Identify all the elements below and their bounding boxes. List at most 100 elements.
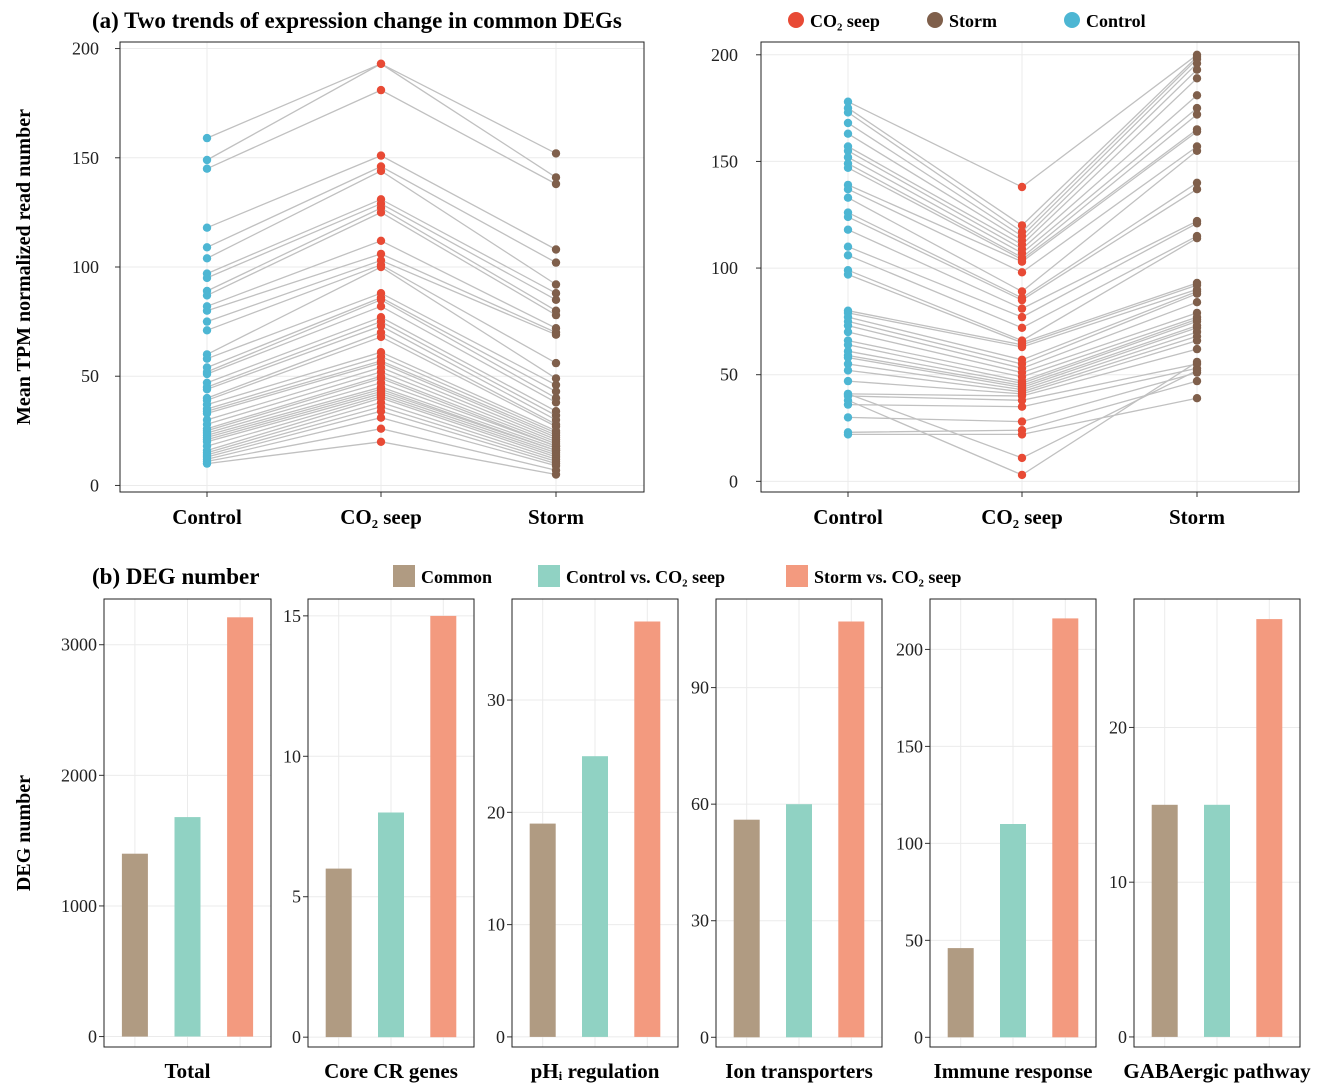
a-right-point-12-1 <box>1017 287 1027 296</box>
legend-a-marker-1 <box>927 12 943 28</box>
a-left-y-tick-label-0: 0 <box>90 475 99 495</box>
legend-a-marker-0 <box>788 12 804 28</box>
a-left-point-11-1 <box>376 249 386 259</box>
a-right-point-0-0 <box>843 97 853 106</box>
a-left-point-18-2 <box>551 398 561 407</box>
a-left-point-18-0 <box>202 369 212 379</box>
panel-b-title: (b) DEG number <box>92 564 259 589</box>
b-1-category-label: Core CR genes <box>324 1059 458 1083</box>
a-right-point-5-2 <box>1192 74 1202 83</box>
a-left-point-27-0 <box>202 409 212 418</box>
a-left-point-42-1 <box>376 413 386 422</box>
legend-b-label-1: Control vs. CO₂ seep <box>566 567 725 587</box>
a-left-x-category-label-1: CO₂ seep <box>340 505 422 529</box>
panel-b-legend: Common Control vs. CO₂ seep Storm vs. CO₂ … <box>393 565 961 587</box>
a-left-point-18-1 <box>376 302 386 311</box>
a-right-point-41-1 <box>1017 470 1027 480</box>
a-right-point-34-2 <box>1192 344 1202 354</box>
b-0-bar-0 <box>121 853 148 1037</box>
a-left-point-15-2 <box>551 380 561 390</box>
a-left-point-3-0 <box>202 223 212 232</box>
b-0-plot-frame <box>103 598 272 1048</box>
a-left-point-1-0 <box>202 155 212 165</box>
legend-b-swatch-2 <box>786 565 808 587</box>
a-right-x-category-label-2: Storm <box>1169 505 1225 529</box>
a-right-point-8-2 <box>1192 110 1202 119</box>
b-4-plot-frame <box>929 598 1097 1048</box>
b-3-category-label: Ion transporters <box>725 1059 873 1083</box>
b-1-bar-1 <box>378 812 404 1038</box>
a-right-point-13-2 <box>1192 178 1202 187</box>
a-right-point-24-2 <box>1192 298 1202 307</box>
a-left-point-23-1 <box>376 332 386 342</box>
b-4-bar-1 <box>1000 824 1026 1038</box>
a-right-point-38-2 <box>1192 376 1202 386</box>
a-left-point-2-1 <box>376 85 386 95</box>
legend-a-marker-2 <box>1064 12 1080 28</box>
b-2-y-tick-label-1: 10 <box>487 915 505 935</box>
b-2-bar-1 <box>582 756 608 1037</box>
b-4-y-tick-label-1: 50 <box>905 930 923 950</box>
b-1-y-tick-label-0: 0 <box>292 1027 301 1047</box>
a-left-y-tick-label-2: 100 <box>72 257 99 277</box>
a-left-point-6-2 <box>551 289 561 298</box>
b-2-y-tick-label-3: 30 <box>487 690 505 710</box>
b-5-y-tick-label-1: 10 <box>1109 872 1127 892</box>
a-right-point-17-1 <box>1017 323 1027 332</box>
panel-a-right-plot: 0 50 100 150 200 Control CO₂ seep Storm <box>711 41 1300 529</box>
a-right-point-23-2 <box>1192 289 1202 298</box>
a-right-point-16-0 <box>843 242 853 251</box>
a-left-point-4-2 <box>551 258 561 267</box>
a-right-point-37-1 <box>1017 417 1027 426</box>
a-right-point-41-2 <box>1192 357 1202 367</box>
a-right-point-19-0 <box>843 270 853 279</box>
a-left-point-5-2 <box>551 280 561 289</box>
a-left-point-3-2 <box>551 245 561 254</box>
a-left-point-0-0 <box>202 133 212 143</box>
a-left-point-7-0 <box>202 273 212 283</box>
a-right-x-category-label-1: CO₂ seep <box>981 505 1063 529</box>
a-left-point-0-2 <box>551 149 561 158</box>
b-4-y-tick-label-4: 200 <box>896 639 923 659</box>
a-right-point-11-0 <box>843 185 853 194</box>
legend-a-label-2: Control <box>1086 11 1146 31</box>
a-left-point-10-1 <box>376 236 386 245</box>
a-left-y-tick-label-3: 150 <box>72 148 99 168</box>
a-right-point-12-2 <box>1192 146 1202 155</box>
a-right-point-37-0 <box>843 413 853 422</box>
a-left-point-16-2 <box>551 387 561 396</box>
a-right-point-12-0 <box>843 193 853 202</box>
a-right-point-24-0 <box>843 321 853 330</box>
b-2-bar-2 <box>634 621 661 1037</box>
a-right-point-39-0 <box>843 430 853 439</box>
a-left-point-44-0 <box>202 459 212 468</box>
a-left-point-9-1 <box>376 208 386 217</box>
b-3-bar-1 <box>786 804 812 1038</box>
a-left-point-12-2 <box>551 330 561 339</box>
b-4-bar-0 <box>947 948 974 1038</box>
a-left-point-12-0 <box>202 317 212 326</box>
a-left-point-21-1 <box>376 321 386 331</box>
b-1-y-tick-label-3: 15 <box>283 606 301 626</box>
a-right-y-tick-label-0: 0 <box>729 471 738 491</box>
a-left-point-1-2 <box>551 173 561 182</box>
legend-a-label-0: CO₂ seep <box>810 11 880 31</box>
a-right-point-3-2 <box>1192 59 1202 68</box>
a-right-point-15-0 <box>843 225 853 234</box>
a-right-point-7-0 <box>843 153 853 162</box>
b-5-plot-frame <box>1133 598 1301 1048</box>
b-3-bar-0 <box>733 819 760 1038</box>
a-right-point-31-0 <box>843 359 853 369</box>
a-right-point-11-1 <box>1017 268 1027 277</box>
a-left-point-13-2 <box>551 358 561 368</box>
b-0-category-label: Total <box>165 1059 211 1083</box>
b-2-plot-frame <box>511 598 679 1048</box>
a-left-point-17-1 <box>376 295 386 304</box>
a-right-point-6-0 <box>843 146 853 155</box>
a-right-point-40-1 <box>1017 453 1027 463</box>
a-right-point-21-1 <box>1017 342 1027 352</box>
a-right-point-30-0 <box>843 353 853 362</box>
a-right-point-27-0 <box>843 340 853 349</box>
panel-b-y-axis-label: DEG number <box>13 775 35 891</box>
